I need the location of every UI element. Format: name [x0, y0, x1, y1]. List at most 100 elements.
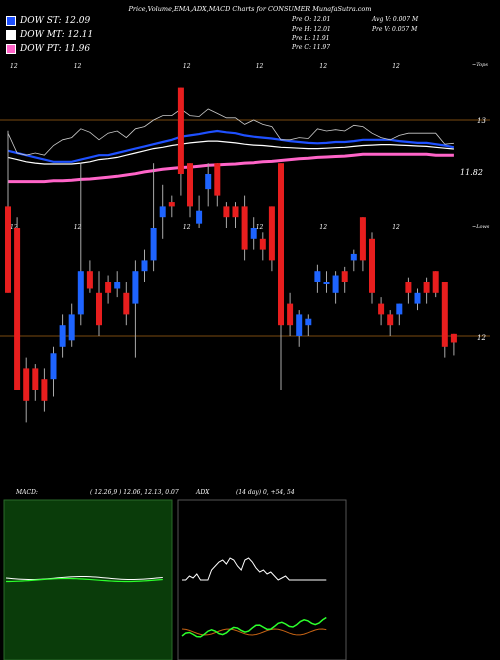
legend-item-mt: DOW MT: 12.11: [6, 29, 93, 41]
candle-body: [68, 314, 75, 341]
candle: [86, 260, 93, 293]
date-tick-label: 12: [392, 224, 400, 231]
candle-body: [177, 87, 184, 174]
date-tick-label: 12: [256, 63, 264, 70]
candle-body: [378, 303, 385, 315]
candle: [423, 277, 430, 304]
date-tick-label: 12: [392, 63, 400, 70]
candle: [441, 282, 448, 358]
candle-body: [5, 206, 11, 293]
candle-body: [332, 275, 339, 293]
legend-swatch-mt: [6, 30, 16, 40]
candle: [50, 346, 57, 397]
candle-body: [350, 253, 357, 261]
candle: [223, 202, 230, 228]
candle: [214, 163, 221, 207]
candle: [278, 163, 284, 390]
candle-body: [14, 228, 21, 390]
date-tick-label: 12: [74, 63, 82, 70]
adx-title: ADX: [196, 489, 210, 496]
candle: [396, 303, 403, 326]
candle: [369, 232, 375, 304]
candle-body: [132, 271, 139, 304]
candle-body: [369, 238, 375, 293]
candle-body: [432, 271, 439, 293]
candle-body: [323, 282, 330, 284]
candle: [159, 184, 166, 239]
candle-body: [50, 353, 57, 380]
candle-body: [96, 292, 102, 326]
date-tick-label: 12: [319, 63, 327, 70]
candle: [96, 271, 102, 336]
adx-values: (14 day) 0, +54, 54: [236, 489, 295, 496]
candle-body: [414, 292, 421, 304]
candle: [332, 271, 339, 304]
top-date-ticks: 12 12 12 12 12 12: [10, 63, 400, 70]
adx-minus-line: [181, 628, 327, 636]
candle-body: [268, 206, 275, 261]
candle: [259, 232, 266, 261]
candle-body: [86, 271, 93, 289]
candle-body: [196, 210, 203, 224]
candle-body: [232, 206, 239, 218]
candle-body: [287, 303, 294, 326]
candle-body: [77, 271, 84, 315]
candle: [432, 271, 439, 298]
candle-body: [141, 260, 148, 272]
adx-line: [182, 557, 327, 581]
candle-body: [387, 314, 394, 326]
candle-body: [250, 228, 257, 239]
candle: [296, 310, 303, 347]
candle: [314, 264, 321, 293]
ema-st-line: [7, 129, 455, 163]
legend-swatch-st: [6, 16, 16, 26]
candle: [205, 163, 212, 207]
candle: [23, 357, 30, 423]
candle-body: [341, 271, 348, 282]
date-tick-label: 12: [10, 63, 18, 70]
macd-values: ( 12.26,9 ) 12.06, 12.13, 0.07: [90, 489, 179, 496]
lows-tag: ~Lows: [472, 224, 490, 230]
candle-body: [423, 282, 430, 293]
adx-lines: [181, 557, 327, 638]
candle-body: [41, 379, 48, 401]
candle: [414, 288, 421, 311]
mid-date-ticks: 12 12 12 12 12 12: [10, 224, 400, 231]
candle-body: [187, 163, 193, 207]
prev-high: Pre H: 12.01: [292, 26, 331, 33]
macd-line: [5, 576, 163, 580]
candle: [5, 130, 11, 293]
prev-close: Pre C: 11.97: [292, 44, 331, 51]
candle-body: [278, 163, 284, 326]
prev-volume: Pre V: 0.057 M: [372, 26, 418, 33]
ema-lines: [7, 108, 455, 184]
date-tick-label: 12: [183, 63, 191, 70]
date-tick-label: 12: [256, 224, 264, 231]
candle-body: [450, 333, 457, 343]
candle: [196, 195, 203, 228]
legend-label-mt: DOW MT: 12.11: [20, 30, 94, 40]
level-12-label: 12: [477, 334, 486, 342]
candle-body: [259, 238, 266, 250]
legend-label-st: DOW ST: 12.09: [20, 16, 91, 26]
candlesticks: [5, 87, 457, 423]
macd-lines: [5, 576, 163, 583]
date-tick-label: 12: [74, 224, 82, 231]
candle: [141, 249, 148, 282]
candle: [105, 275, 112, 304]
candle-body: [405, 282, 412, 293]
date-tick-label: 12: [10, 224, 18, 231]
candle-body: [150, 228, 157, 261]
candle: [59, 314, 66, 358]
candle: [250, 217, 257, 250]
candle: [405, 277, 412, 304]
prev-low: Pre L: 11.91: [292, 35, 330, 42]
level-1182-label: 11.82: [460, 168, 483, 177]
candle-body: [32, 368, 39, 390]
candle: [359, 217, 366, 272]
candle: [450, 333, 457, 356]
candle: [123, 282, 130, 326]
candle: [32, 364, 39, 401]
